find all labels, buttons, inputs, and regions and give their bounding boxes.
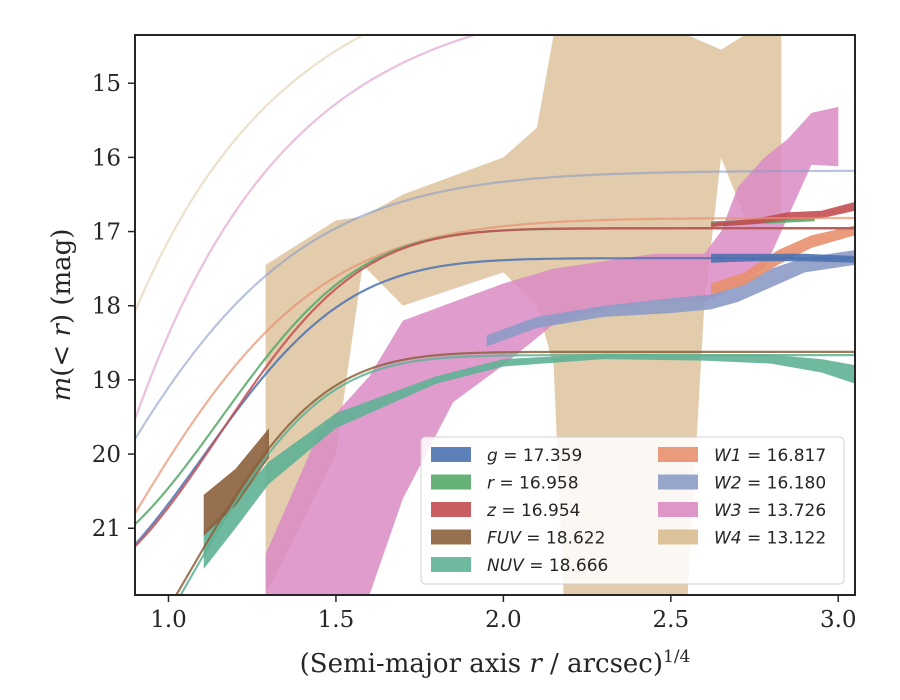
legend-label-w2: W2 = 16.180 <box>714 474 826 494</box>
legend: g = 17.359 r = 16.958 z = 16.954 FUV = 18.6… <box>420 436 845 585</box>
legend-box <box>420 436 845 585</box>
band-nuv <box>203 353 855 569</box>
legend-label-r: r = 16.958 <box>487 474 579 494</box>
legend-label-g: g = 17.359 <box>487 446 582 466</box>
model-curve-w2 <box>135 169 855 440</box>
model-curve-w1 <box>135 216 855 514</box>
y-tick-label: 21 <box>92 516 121 542</box>
legend-swatch-w4 <box>658 529 698 545</box>
model-curve-fuv <box>174 350 855 595</box>
y-tick-label: 15 <box>92 71 121 97</box>
y-tick-label: 18 <box>92 294 121 320</box>
legend-swatch-r <box>431 474 471 490</box>
x-tick-label: 3.0 <box>820 607 857 633</box>
models-layer <box>135 35 855 595</box>
plot-frame <box>134 34 856 596</box>
ticks-layer: 1.0 1.5 2.0 2.5 3.0 15 16 17 18 19 20 21 <box>92 71 857 633</box>
legend-swatch-nuv <box>431 557 471 572</box>
model-curve-w4 <box>135 35 366 312</box>
legend-swatch-w2 <box>658 474 698 490</box>
model-curve-g <box>135 257 855 546</box>
y-tick-label: 16 <box>92 145 121 171</box>
y-tick-label: 20 <box>92 442 121 468</box>
x-tick-label: 2.0 <box>485 607 522 633</box>
legend-swatch-w3 <box>658 502 698 517</box>
legend-label-w1: W1 = 16.817 <box>714 446 826 466</box>
band-fuv <box>203 428 269 536</box>
legend-label-fuv: FUV = 18.622 <box>487 529 605 549</box>
band-z <box>711 201 855 228</box>
legend-swatch-w1 <box>658 447 698 462</box>
y-tick-label: 17 <box>92 220 121 246</box>
legend-swatch-z <box>431 502 471 517</box>
legend-swatch-g <box>431 447 471 462</box>
band-w2 <box>486 250 855 347</box>
legend-label-w4: W4 = 13.122 <box>714 529 826 549</box>
model-curve-z <box>135 227 855 548</box>
x-tick-label: 2.5 <box>653 607 690 633</box>
legend-label-z: z = 16.954 <box>486 501 580 521</box>
legend-swatch-fuv <box>431 529 471 545</box>
model-curve-nuv <box>179 354 855 595</box>
y-tick-label: 19 <box>92 368 121 394</box>
x-tick-label: 1.5 <box>318 607 355 633</box>
x-axis-label: (Semi-major axis r / arcsec)1/4 <box>300 647 691 679</box>
band-w3 <box>265 106 839 595</box>
legend-label-w3: W3 = 13.726 <box>714 501 826 521</box>
legend-label-nuv: NUV = 18.666 <box>487 556 608 576</box>
y-axis-label: m(< r) (mag) <box>47 229 77 402</box>
x-tick-label: 1.0 <box>150 607 187 633</box>
model-curve-w3 <box>135 35 479 420</box>
